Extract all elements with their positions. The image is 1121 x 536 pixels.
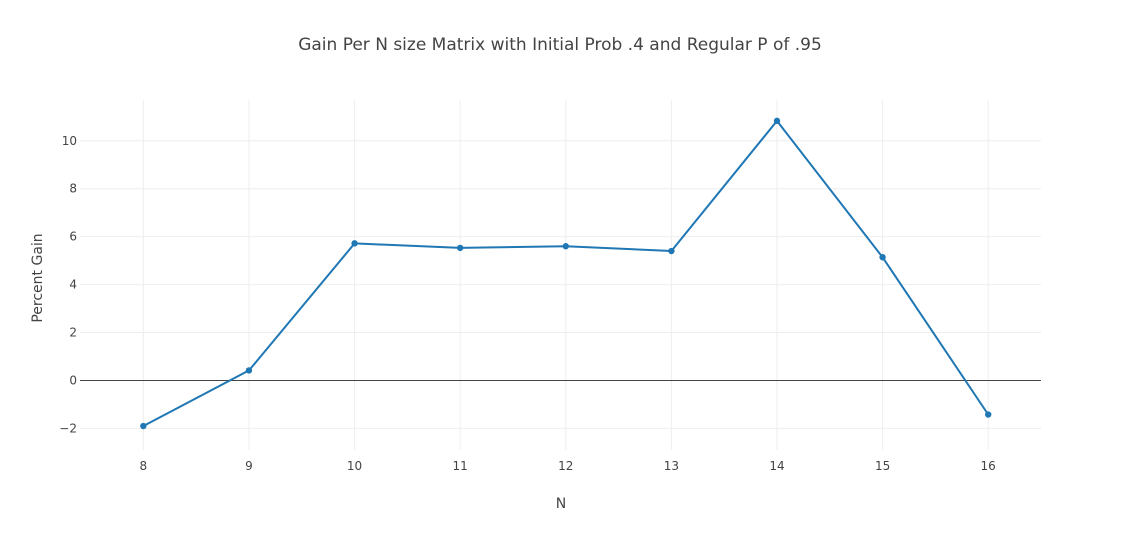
- x-tick-label: 8: [140, 459, 148, 473]
- data-point[interactable]: [773, 117, 781, 125]
- data-point[interactable]: [456, 244, 464, 252]
- data-point[interactable]: [140, 422, 147, 430]
- y-tick-label: 4: [69, 278, 77, 292]
- x-tick-label: 14: [769, 459, 784, 473]
- x-tick-label: 11: [453, 459, 468, 473]
- y-tick-label: 8: [69, 182, 77, 196]
- series-layer: [140, 117, 992, 430]
- x-tick-label: 13: [664, 459, 679, 473]
- y-tick-label: 0: [69, 373, 77, 387]
- x-tick-label: 12: [558, 459, 573, 473]
- y-tick-label: −2: [59, 421, 77, 435]
- x-tick-label: 16: [981, 459, 996, 473]
- grid-layer: [80, 100, 1041, 450]
- y-tick-label: 6: [69, 230, 77, 244]
- data-point[interactable]: [668, 247, 675, 255]
- data-point[interactable]: [879, 254, 886, 261]
- y-tick-label: 10: [62, 134, 77, 148]
- y-axis-title: Percent Gain: [30, 233, 46, 322]
- data-point[interactable]: [245, 367, 253, 374]
- chart-title: Gain Per N size Matrix with Initial Prob…: [298, 35, 822, 55]
- x-tick-label: 9: [245, 459, 253, 473]
- x-tick-label: 15: [875, 459, 890, 473]
- tick-layer: 8 9 10 11 12 13 14 15 16 −2 0 2 4 6 8 10: [59, 134, 996, 473]
- x-axis-title: N: [556, 496, 566, 512]
- data-point[interactable]: [562, 243, 569, 250]
- data-point[interactable]: [984, 411, 992, 418]
- y-tick-label: 2: [69, 326, 77, 340]
- x-tick-label: 10: [347, 459, 362, 473]
- data-point[interactable]: [351, 240, 358, 247]
